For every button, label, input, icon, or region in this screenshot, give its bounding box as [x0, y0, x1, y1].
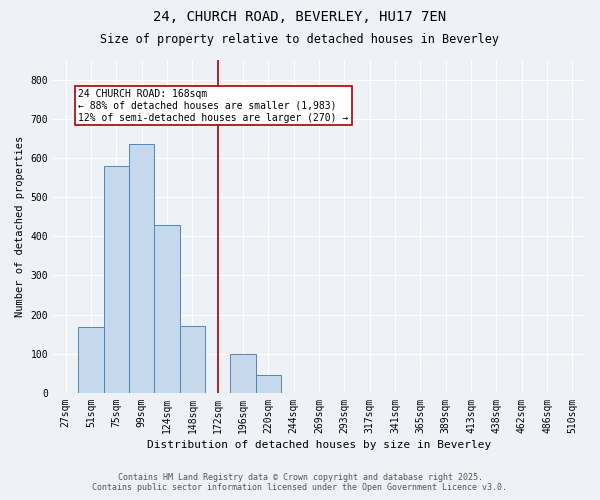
Y-axis label: Number of detached properties: Number of detached properties: [15, 136, 25, 317]
Bar: [104, 166, 129, 393]
Text: 24 CHURCH ROAD: 168sqm
← 88% of detached houses are smaller (1,983)
12% of semi-: 24 CHURCH ROAD: 168sqm ← 88% of detached…: [79, 90, 349, 122]
Text: Size of property relative to detached houses in Beverley: Size of property relative to detached ho…: [101, 32, 499, 46]
X-axis label: Distribution of detached houses by size in Beverley: Distribution of detached houses by size …: [147, 440, 491, 450]
Bar: [129, 144, 154, 393]
Text: Contains HM Land Registry data © Crown copyright and database right 2025.
Contai: Contains HM Land Registry data © Crown c…: [92, 473, 508, 492]
Bar: [154, 226, 179, 393]
Bar: [79, 327, 104, 393]
Bar: [256, 376, 281, 393]
Bar: [230, 354, 256, 393]
Text: 24, CHURCH ROAD, BEVERLEY, HU17 7EN: 24, CHURCH ROAD, BEVERLEY, HU17 7EN: [154, 10, 446, 24]
Bar: [179, 326, 205, 393]
